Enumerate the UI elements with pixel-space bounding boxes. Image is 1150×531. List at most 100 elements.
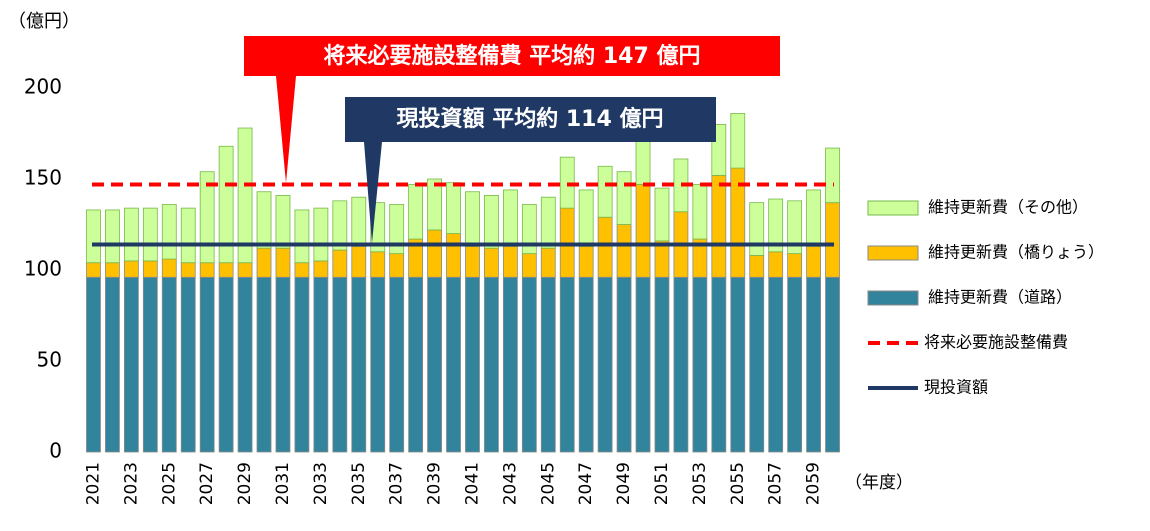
bar-segment [559, 276, 575, 453]
x-tick-label: 2027 [197, 462, 217, 505]
y-tick-label: 150 [24, 166, 62, 190]
bar-segment [711, 276, 727, 453]
bar-segment [199, 262, 215, 278]
x-tick-label: 2057 [766, 462, 786, 505]
bar-segment [578, 245, 594, 278]
callouts: 将来必要施設整備費 平均約 147 億円 現投資額 平均約 114 億円 [244, 36, 780, 243]
bar-segment [502, 189, 518, 247]
bar-segment [806, 276, 821, 453]
bar-segment [540, 276, 556, 453]
x-tick-label: 2025 [159, 462, 179, 505]
bar-segment [275, 276, 291, 453]
bar-segment [806, 245, 821, 278]
bar-segment [825, 276, 840, 453]
bar-segment [370, 251, 386, 278]
bar-segment [521, 253, 537, 278]
bar-segment [749, 202, 765, 256]
bar-segment [86, 209, 101, 264]
bar-segment [218, 262, 234, 278]
bar-segment [161, 258, 177, 278]
bar-segment [142, 276, 158, 453]
bar-segment [275, 194, 291, 249]
bar-segment [180, 262, 196, 278]
bar-segment [256, 276, 272, 453]
bar-segment [768, 251, 784, 278]
bar-segment [616, 276, 632, 453]
bar-segment [408, 184, 424, 240]
bar-segment [427, 178, 442, 231]
bar-segment [597, 216, 613, 278]
bar-segment [332, 200, 348, 251]
bar-segment [180, 276, 196, 453]
bar-segment [521, 204, 537, 255]
callout-text: 将来必要施設整備費 平均約 147 億円 [324, 43, 701, 69]
bar-segment [635, 138, 651, 185]
bar-segment [616, 171, 632, 225]
bar-segment [142, 207, 158, 262]
bar-segment [749, 255, 765, 278]
legend-label: 現投資額 [924, 378, 988, 397]
bar-segment [730, 276, 746, 453]
legend-label: 維持更新費（橋りょう） [928, 243, 1104, 262]
bar-segment [692, 184, 708, 240]
bar-segment [86, 262, 101, 278]
bar-segment [256, 247, 272, 278]
callout-text: 現投資額 平均約 114 億円 [397, 106, 664, 132]
y-unit-label: （億円） [8, 11, 80, 32]
bar-segment [787, 253, 803, 278]
bar-segment [825, 147, 840, 204]
bar-segment [332, 249, 348, 278]
bar-segment [578, 189, 594, 247]
y-tick-label: 200 [24, 75, 62, 99]
bar-segment [86, 276, 101, 453]
bar-segment [635, 184, 651, 278]
x-tick-label: 2037 [387, 462, 407, 505]
x-tick-label: 2041 [462, 462, 482, 505]
bar-segment [313, 276, 329, 453]
bar-segment [597, 165, 613, 218]
bar-segment [294, 209, 310, 264]
bar-segment [351, 245, 367, 278]
callout-pointer [276, 76, 296, 183]
bar-segment [427, 229, 442, 278]
bar-segment [408, 276, 424, 453]
x-tick-label: 2049 [614, 462, 634, 505]
bar-segment [123, 260, 139, 278]
bar-segment [123, 207, 139, 262]
bar-segment [389, 276, 405, 453]
x-tick-label: 2047 [576, 462, 596, 505]
bar-segment [180, 207, 196, 264]
bar-segment [484, 247, 499, 278]
bar-segment [123, 276, 139, 453]
bar-segment [313, 207, 329, 262]
bar-segment [427, 276, 442, 453]
bar-segment [199, 276, 215, 453]
bar-segment [616, 224, 632, 278]
bar-segment [806, 189, 821, 247]
legend-label: 維持更新費（その他） [928, 198, 1088, 217]
bar-segment [105, 209, 120, 264]
bar-segment [446, 182, 461, 234]
bar-segment [446, 276, 461, 453]
bar-segment [351, 276, 367, 453]
callout-pointer [364, 142, 382, 243]
bar-segment [768, 198, 784, 253]
bar-segment [370, 276, 386, 453]
bar-segment [465, 276, 480, 453]
bar-segment [465, 245, 480, 278]
x-tick-label: 2039 [425, 462, 445, 505]
bar-segment [389, 253, 405, 278]
x-tick-label: 2033 [311, 462, 331, 505]
bar-segment [105, 276, 120, 453]
bar-segment [446, 233, 461, 278]
bar-segment [465, 191, 480, 247]
bar-segment [484, 276, 499, 453]
x-tick-label: 2035 [349, 462, 369, 505]
bar-segment [787, 276, 803, 453]
x-tick-label: 2045 [538, 462, 558, 505]
callout-box [244, 36, 780, 76]
bar-segment [218, 276, 234, 453]
bar-segment [256, 191, 272, 249]
x-tick-label: 2059 [804, 462, 824, 505]
